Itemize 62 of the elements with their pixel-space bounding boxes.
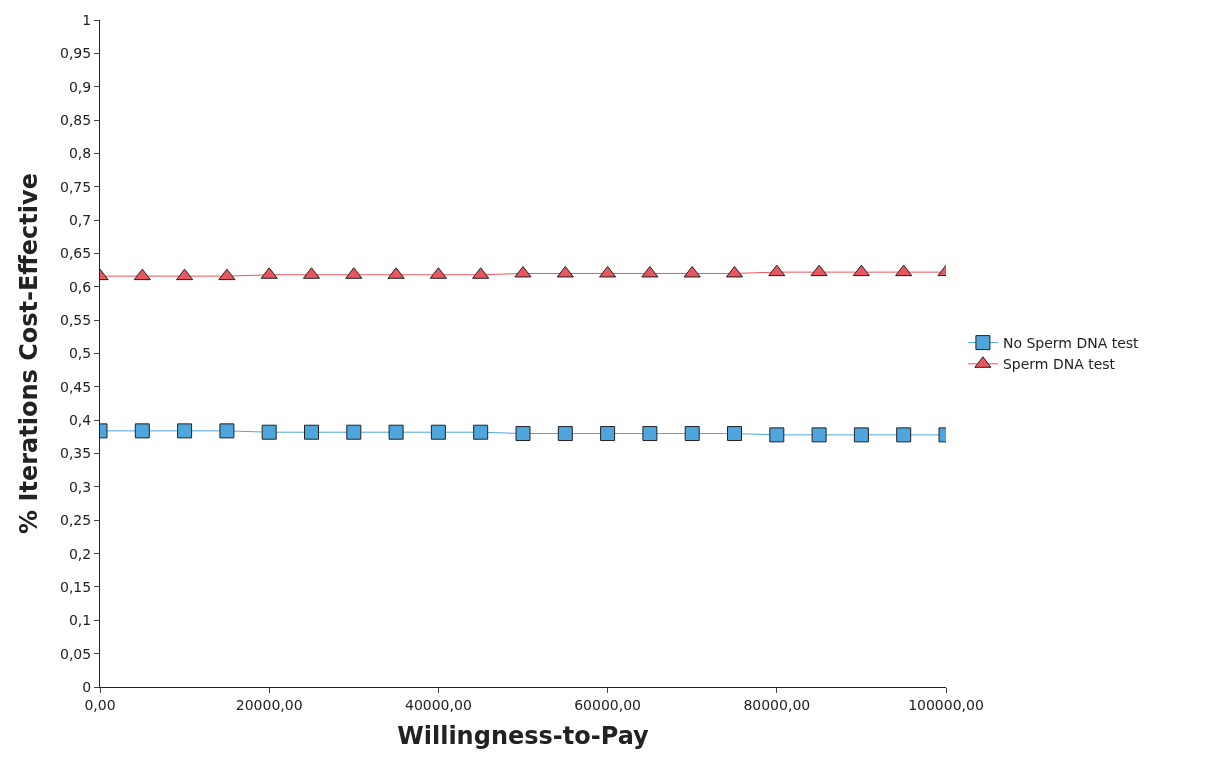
y-tick-label: 0,35 — [60, 445, 92, 462]
y-tick-label: 0,25 — [60, 512, 92, 529]
legend-label: No Sperm DNA test — [1002, 335, 1140, 352]
point — [599, 265, 617, 278]
point — [684, 426, 700, 442]
x-axis-title: Willingness-to-Pay — [397, 722, 650, 751]
point — [769, 427, 785, 443]
y-tick-label: 0,65 — [60, 245, 92, 262]
y-tick-label: 0,05 — [60, 645, 92, 662]
point — [261, 424, 277, 440]
y-tick-label: 0 — [82, 678, 92, 695]
y-tick-label: 0,4 — [68, 412, 92, 429]
y-axis-title: % Iterations Cost-Effective — [15, 173, 44, 534]
point — [218, 268, 236, 281]
x-tick-label: 0,00 — [84, 696, 116, 713]
point — [430, 424, 446, 440]
y-tick-label: 0,7 — [68, 212, 92, 228]
point — [811, 427, 827, 443]
point — [515, 426, 531, 442]
y-tick-label: 0,2 — [68, 545, 92, 562]
point — [896, 427, 912, 443]
x-tick-label: 20000,00 — [235, 696, 303, 713]
point — [556, 265, 574, 278]
x-tick-label: 60000,00 — [574, 696, 642, 713]
point — [514, 265, 532, 278]
point — [177, 423, 193, 439]
y-tick-label: 0,1 — [68, 612, 92, 629]
legend-label: Sperm DNA test — [1002, 356, 1116, 373]
point — [304, 424, 319, 440]
point — [641, 265, 659, 278]
y-tick-label: 0,15 — [60, 578, 92, 595]
point — [346, 424, 362, 440]
y-tick-label: 0,5 — [68, 345, 92, 362]
y-tick-label: 0,75 — [60, 178, 92, 195]
y-tick-label: 1 — [82, 11, 92, 28]
y-tick-label: 0,3 — [68, 478, 92, 495]
point — [683, 265, 701, 278]
y-tick-label: 0,45 — [60, 378, 92, 395]
point — [852, 264, 870, 277]
x-tick-label: 80000,00 — [743, 696, 811, 713]
point — [853, 427, 869, 443]
y-tick-label: 0,95 — [60, 45, 92, 62]
point — [557, 426, 573, 442]
point — [768, 264, 786, 277]
x-tick-label: 100000,00 — [908, 696, 984, 713]
point — [388, 424, 404, 440]
point — [219, 423, 235, 439]
y-tick-label: 0,85 — [60, 111, 92, 128]
point — [176, 268, 194, 281]
y-tick-label: 0,8 — [68, 145, 92, 162]
point — [642, 426, 658, 442]
x-tick-label: 40000,00 — [404, 696, 472, 713]
point — [133, 268, 151, 281]
y-tick-label: 0,9 — [68, 78, 92, 95]
y-tick-label: 0,6 — [68, 278, 92, 295]
point — [473, 424, 489, 440]
point — [810, 264, 828, 277]
point — [895, 264, 913, 277]
point — [134, 423, 150, 439]
y-tick-label: 0,55 — [60, 312, 92, 329]
point — [727, 426, 742, 442]
point — [600, 426, 616, 442]
